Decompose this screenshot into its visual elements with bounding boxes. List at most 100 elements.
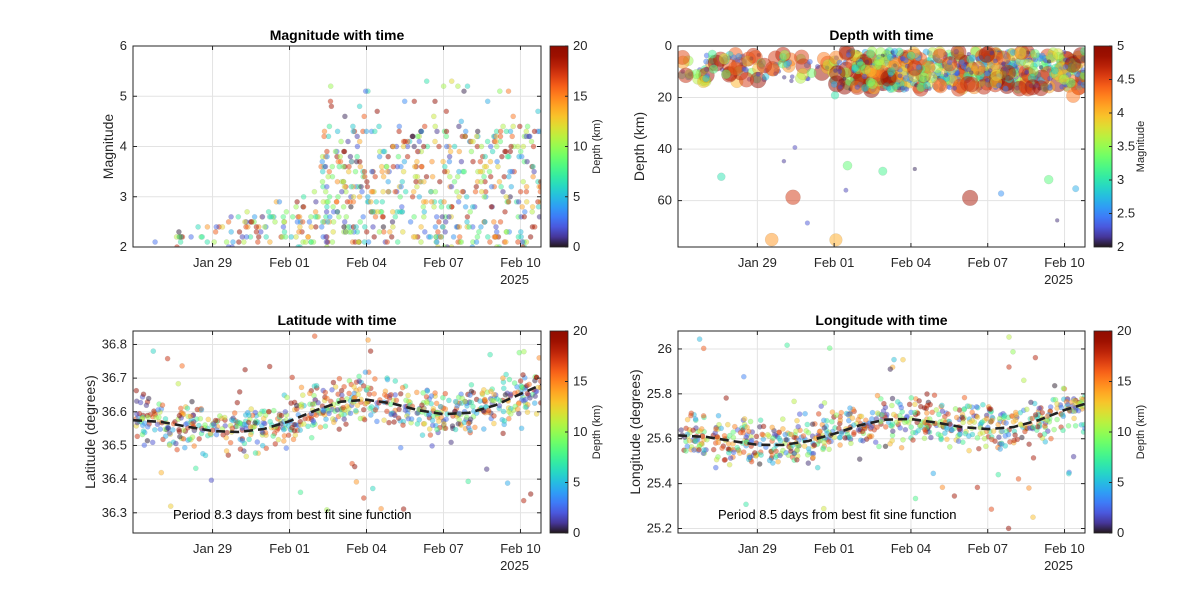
data-point: [338, 411, 345, 418]
data-point: [374, 418, 380, 425]
axes-box: [132, 330, 542, 534]
data-point: [1074, 70, 1081, 78]
y-tick-label: 4: [120, 139, 127, 154]
data-point: [352, 168, 359, 175]
data-point: [340, 178, 347, 185]
data-point: [535, 108, 541, 115]
data-point: [1001, 413, 1007, 420]
data-point: [446, 397, 452, 404]
data-point: [898, 404, 905, 411]
data-point: [280, 426, 287, 433]
data-point: [418, 163, 425, 170]
data-point: [449, 423, 456, 429]
data-point: [487, 158, 494, 165]
data-point: [878, 395, 884, 402]
data-point: [806, 68, 817, 79]
data-point: [467, 392, 473, 398]
data-point: [707, 49, 717, 59]
data-point: [242, 366, 248, 373]
data-point: [969, 70, 974, 75]
data-point: [954, 70, 961, 76]
data-point: [345, 168, 352, 175]
data-point: [263, 234, 270, 240]
data-point: [1003, 420, 1009, 426]
data-point: [311, 188, 318, 195]
data-point: [945, 411, 951, 417]
x-tick-label: Jan 29: [193, 255, 232, 270]
data-point: [519, 203, 526, 210]
data-point: [231, 410, 238, 416]
data-point: [488, 388, 494, 395]
data-point: [439, 224, 446, 230]
data-point: [246, 436, 252, 443]
data-point: [524, 158, 530, 165]
data-point: [335, 193, 341, 200]
data-point: [199, 234, 205, 240]
data-point: [433, 400, 440, 407]
data-point: [319, 219, 326, 225]
data-point: [726, 449, 732, 456]
data-point: [323, 208, 330, 215]
data-point: [252, 450, 259, 456]
data-point: [477, 158, 484, 165]
data-point: [700, 412, 707, 419]
data-point: [397, 208, 403, 215]
data-point: [345, 138, 351, 145]
data-point: [493, 224, 499, 230]
data-point: [427, 432, 434, 438]
data-point: [829, 65, 846, 82]
data-point: [989, 436, 995, 443]
data-point: [923, 81, 931, 90]
data-point: [189, 420, 195, 427]
fit-annotation: Period 8.3 days from best fit sine funct…: [173, 507, 411, 522]
data-point: [354, 133, 361, 140]
data-point: [144, 423, 151, 430]
data-point: [451, 143, 458, 150]
data-point: [484, 98, 491, 105]
data-point: [432, 123, 439, 130]
data-point: [336, 426, 343, 433]
data-point: [416, 138, 423, 145]
data-point: [319, 178, 326, 185]
data-point: [764, 232, 779, 247]
data-point: [482, 219, 488, 225]
year-label: 2025: [500, 272, 529, 287]
data-point: [334, 128, 341, 135]
x-tick-label: Feb 10: [500, 255, 540, 270]
data-point: [918, 403, 924, 410]
data-point: [487, 239, 493, 245]
data-point: [796, 411, 803, 417]
data-point: [804, 421, 811, 428]
data-point: [511, 380, 518, 386]
data-point: [443, 128, 450, 135]
data-point: [300, 421, 307, 427]
data-point: [340, 404, 347, 411]
data-point: [441, 168, 448, 175]
data-point: [1066, 88, 1081, 104]
data-point: [381, 417, 387, 424]
data-point: [235, 239, 242, 245]
data-point: [334, 208, 341, 215]
data-point: [886, 53, 895, 62]
data-point: [995, 421, 1002, 428]
data-point: [181, 444, 188, 451]
data-point: [520, 497, 527, 504]
data-point: [477, 398, 483, 404]
data-point: [756, 57, 773, 74]
data-point: [429, 443, 435, 449]
data-point: [481, 396, 488, 403]
data-point: [336, 375, 343, 382]
data-point: [360, 406, 367, 413]
data-point: [719, 445, 725, 452]
data-point: [459, 188, 466, 195]
data-point: [371, 390, 378, 397]
data-point: [981, 435, 988, 442]
data-point: [299, 392, 306, 398]
data-point: [421, 178, 427, 185]
data-point: [363, 128, 370, 135]
data-point: [392, 188, 399, 195]
data-point: [523, 183, 530, 190]
data-point: [302, 239, 309, 245]
data-point: [953, 414, 960, 421]
data-point: [399, 178, 406, 185]
